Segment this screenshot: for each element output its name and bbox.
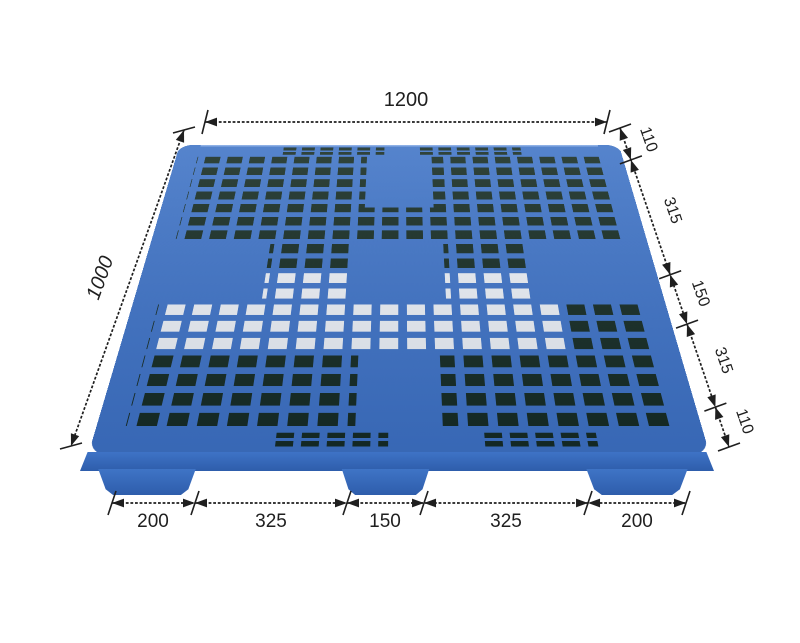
dimension-label-right-3: 150 bbox=[688, 278, 713, 309]
dimension-arrowhead bbox=[670, 275, 678, 288]
dimension-label-bottom-5: 200 bbox=[621, 511, 653, 532]
dimension-arrowhead bbox=[721, 434, 729, 447]
dimension-label-bottom-2: 325 bbox=[255, 511, 287, 532]
dimension-label-right-1: 110 bbox=[636, 125, 660, 155]
dimension-arrowhead bbox=[205, 118, 217, 127]
dimension-chain-top bbox=[202, 110, 610, 134]
dimension-label-right-5: 110 bbox=[732, 407, 756, 437]
dimension-label-top: 1200 bbox=[384, 89, 429, 111]
dimension-arrowhead bbox=[623, 147, 631, 160]
pallet-dimension-figure: 1200 1000 110 315 150 315 110 200 325 15… bbox=[0, 0, 800, 643]
dimension-arrowhead bbox=[662, 262, 670, 275]
dimension-arrowhead bbox=[715, 407, 723, 420]
dimension-arrowhead bbox=[620, 128, 628, 141]
dimension-arrowhead bbox=[595, 118, 607, 127]
dimension-arrowhead bbox=[631, 160, 639, 173]
dimension-annotations: 1200 1000 110 315 150 315 110 200 325 15… bbox=[0, 0, 800, 643]
dimension-label-bottom-1: 200 bbox=[137, 511, 169, 532]
dimension-label-bottom-3: 150 bbox=[369, 511, 401, 532]
dimension-arrowhead bbox=[707, 394, 715, 407]
dimension-chain-left bbox=[60, 127, 195, 449]
dimension-label-left: 1000 bbox=[82, 253, 118, 302]
dimension-label-right-4: 315 bbox=[711, 345, 736, 376]
dimension-label-right-2: 315 bbox=[660, 195, 685, 226]
dimension-label-bottom-4: 325 bbox=[490, 511, 522, 532]
dimension-chain-right bbox=[609, 124, 740, 451]
dimension-arrowhead bbox=[687, 324, 695, 337]
dimension-arrowhead bbox=[679, 311, 687, 324]
